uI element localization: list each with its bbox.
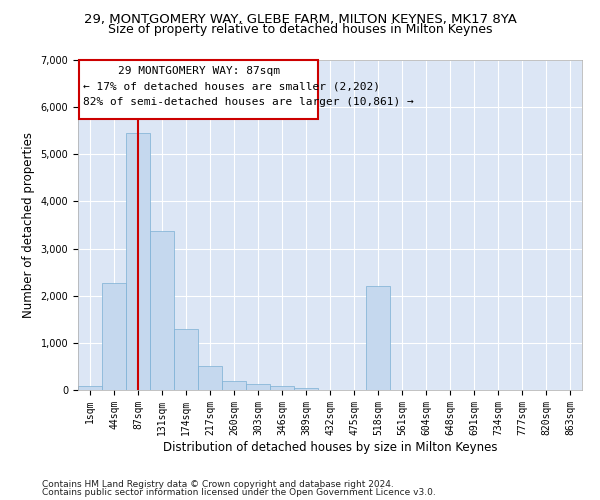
Text: 29 MONTGOMERY WAY: 87sqm: 29 MONTGOMERY WAY: 87sqm bbox=[118, 66, 280, 76]
Bar bbox=[126, 133, 150, 390]
Text: Contains HM Land Registry data © Crown copyright and database right 2024.: Contains HM Land Registry data © Crown c… bbox=[42, 480, 394, 489]
Bar bbox=[198, 366, 222, 390]
Bar bbox=[246, 384, 270, 390]
Text: Size of property relative to detached houses in Milton Keynes: Size of property relative to detached ho… bbox=[108, 22, 492, 36]
Bar bbox=[102, 282, 126, 390]
Bar bbox=[222, 380, 246, 390]
Text: 82% of semi-detached houses are larger (10,861) →: 82% of semi-detached houses are larger (… bbox=[83, 97, 413, 107]
Bar bbox=[150, 230, 174, 390]
Bar bbox=[174, 328, 198, 390]
FancyBboxPatch shape bbox=[79, 60, 318, 119]
Bar bbox=[294, 388, 318, 390]
Bar bbox=[78, 386, 102, 390]
Text: ← 17% of detached houses are smaller (2,202): ← 17% of detached houses are smaller (2,… bbox=[83, 82, 380, 92]
X-axis label: Distribution of detached houses by size in Milton Keynes: Distribution of detached houses by size … bbox=[163, 440, 497, 454]
Y-axis label: Number of detached properties: Number of detached properties bbox=[22, 132, 35, 318]
Bar bbox=[270, 386, 294, 390]
Text: 29, MONTGOMERY WAY, GLEBE FARM, MILTON KEYNES, MK17 8YA: 29, MONTGOMERY WAY, GLEBE FARM, MILTON K… bbox=[83, 12, 517, 26]
Bar bbox=[366, 286, 390, 390]
Text: Contains public sector information licensed under the Open Government Licence v3: Contains public sector information licen… bbox=[42, 488, 436, 497]
